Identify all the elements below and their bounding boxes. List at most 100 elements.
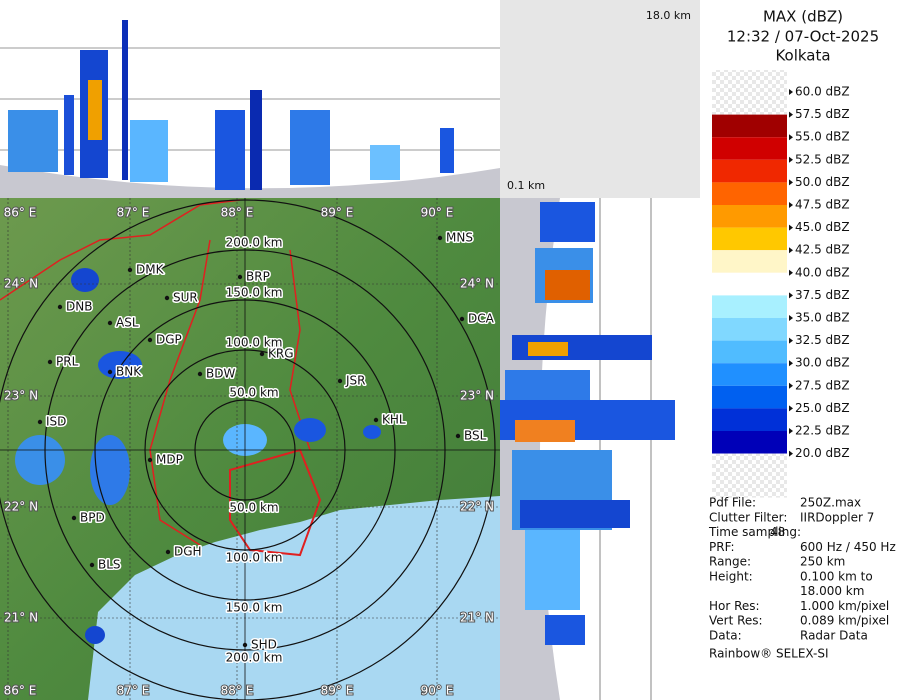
info-value: 250Z.max xyxy=(800,496,861,510)
city-label: BDW xyxy=(206,367,235,381)
city-label: KRG xyxy=(268,347,294,361)
legend-label: 47.5 dBZ xyxy=(795,198,850,212)
legend-swatch xyxy=(712,453,787,498)
info-key: PRF: xyxy=(709,540,735,554)
legend-label: 57.5 dBZ xyxy=(795,107,850,121)
legend-top xyxy=(712,70,787,92)
legend-tick xyxy=(789,247,793,254)
lat-label: 23° N xyxy=(4,389,38,403)
city-label: DMK xyxy=(136,263,165,277)
legend-label: 52.5 dBZ xyxy=(795,152,850,166)
legend-label: 25.0 dBZ xyxy=(795,401,850,415)
city-label: MNS xyxy=(446,231,473,245)
ring-label: 100.0 km xyxy=(226,336,283,350)
lon-label: 90° E xyxy=(421,206,454,220)
city-dot xyxy=(37,419,43,425)
city-dot xyxy=(57,304,63,310)
city-dot xyxy=(107,320,113,326)
city-label: SHD xyxy=(251,638,277,652)
legend-swatch xyxy=(712,137,787,160)
legend-swatch xyxy=(712,227,787,251)
ring-label: 150.0 km xyxy=(226,601,283,615)
city-dot xyxy=(455,433,461,439)
info-value: 250 km xyxy=(800,555,845,569)
lat-label: 23° N xyxy=(460,389,494,403)
info-value: 1.000 km/pixel xyxy=(800,599,889,613)
title: MAX (dBZ) xyxy=(763,8,843,26)
city-dot xyxy=(71,515,77,521)
lon-label: 87° E xyxy=(117,206,150,220)
city-label: BSL xyxy=(464,429,487,443)
legend-tick xyxy=(789,156,793,163)
ring-label: 50.0 km xyxy=(229,501,278,515)
legend-tick xyxy=(789,450,793,457)
city-label: MDP xyxy=(156,453,183,467)
legend-label: 35.0 dBZ xyxy=(795,311,850,325)
legend-swatch xyxy=(712,363,787,386)
legend-swatch xyxy=(712,431,787,454)
info-key: Hor Res: xyxy=(709,599,760,613)
lat-label: 21° N xyxy=(4,611,38,625)
city-dot xyxy=(237,274,243,280)
legend-swatch xyxy=(712,272,787,296)
legend-label: 20.0 dBZ xyxy=(795,446,850,460)
city-label: DNB xyxy=(66,300,92,314)
info-value: 0.089 km/pixel xyxy=(800,614,889,628)
legend-swatch xyxy=(712,205,787,228)
info-value: 18.000 km xyxy=(800,584,864,598)
city-dot xyxy=(47,359,53,365)
legend-tick xyxy=(789,292,793,299)
lat-label: 21° N xyxy=(460,611,494,625)
city-label: BRP xyxy=(246,270,270,284)
ring-label: 50.0 km xyxy=(229,386,278,400)
lat-label: 24° N xyxy=(4,277,38,291)
legend-label: 55.0 dBZ xyxy=(795,130,850,144)
legend-tick xyxy=(789,382,793,389)
legend-label: 45.0 dBZ xyxy=(795,220,850,234)
info-key: Vert Res: xyxy=(709,614,763,628)
city-dot xyxy=(164,295,170,301)
legend-label: 30.0 dBZ xyxy=(795,356,850,370)
legend-label: 37.5 dBZ xyxy=(795,288,850,302)
city-label: DGH xyxy=(174,545,202,559)
ring-label: 200.0 km xyxy=(226,236,283,250)
legend-label: 50.0 dBZ xyxy=(795,175,850,189)
legend-tick xyxy=(789,360,793,367)
legend-swatch xyxy=(712,385,787,409)
legend-tick xyxy=(789,337,793,344)
legend-swatch xyxy=(712,92,787,115)
ring-label: 200.0 km xyxy=(226,651,283,665)
legend-label: 42.5 dBZ xyxy=(795,243,850,257)
info-key: Range: xyxy=(709,555,751,569)
legend-swatch xyxy=(712,295,787,318)
right-profile xyxy=(500,198,700,700)
lon-label: 89° E xyxy=(321,684,354,698)
lat-label: 22° N xyxy=(4,500,38,514)
city-dot xyxy=(165,549,171,555)
legend-tick xyxy=(789,269,793,276)
city-label: BNK xyxy=(116,365,142,379)
legend-tick xyxy=(789,89,793,95)
lon-label: 87° E xyxy=(117,684,150,698)
city-dot xyxy=(373,417,379,423)
info-key: Data: xyxy=(709,628,742,642)
lon-label: 86° E xyxy=(4,684,37,698)
legend-tick xyxy=(789,428,793,434)
city-label: JSR xyxy=(345,374,366,388)
legend-tick xyxy=(789,202,793,208)
city-label: KHL xyxy=(382,413,406,427)
map: 86° E 86° E 87° E 87° E 88° E 88° E 89° E 89° E… xyxy=(0,198,500,700)
city-dot xyxy=(259,351,265,357)
info-value: IIRDoppler 7 xyxy=(800,510,874,524)
city-label: ASL xyxy=(116,316,139,330)
top-profile xyxy=(0,0,700,198)
legend-tick xyxy=(789,111,793,118)
info-value: Radar Data xyxy=(800,628,868,642)
city-dot xyxy=(337,378,343,384)
legend-swatch xyxy=(712,159,787,183)
info-key: Clutter Filter: xyxy=(709,510,787,524)
legend-label: 27.5 dBZ xyxy=(795,378,850,392)
legend-swatch xyxy=(712,114,787,138)
